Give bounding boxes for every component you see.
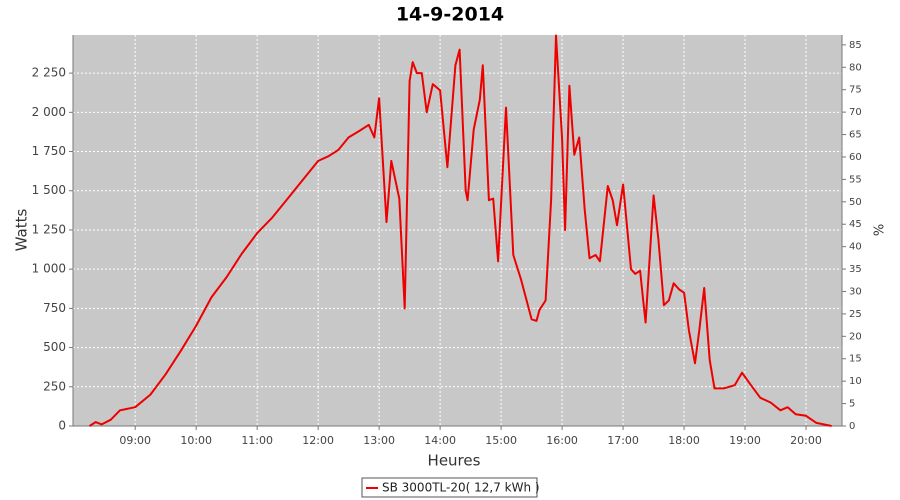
y2-tick-label: 15 — [849, 354, 862, 365]
y-tick-label: 2 250 — [32, 66, 66, 80]
y-tick-label: 250 — [43, 379, 66, 393]
y-tick-label: 500 — [43, 340, 66, 354]
x-tick-label: 20:00 — [790, 434, 822, 447]
y2-axis-label: % — [873, 224, 888, 236]
y2-tick-label: 80 — [849, 62, 862, 73]
y2-tick-label: 85 — [849, 40, 862, 51]
y-tick-label: 1 250 — [32, 222, 66, 236]
x-tick-label: 11:00 — [241, 434, 273, 447]
x-tick-label: 15:00 — [485, 434, 517, 447]
y2-tick-label: 55 — [849, 174, 862, 185]
y-tick-label: 1 750 — [32, 144, 66, 158]
legend-box — [361, 477, 538, 498]
x-tick-label: 10:00 — [180, 434, 212, 447]
x-tick-label: 13:00 — [363, 434, 395, 447]
y-tick-label: 750 — [43, 301, 66, 315]
y2-tick-label: 30 — [849, 286, 862, 297]
y-tick-label: 1 500 — [32, 183, 66, 197]
y-tick-label: 2 000 — [32, 105, 66, 119]
y-tick-label: 0 — [58, 419, 66, 433]
y2-tick-label: 70 — [849, 107, 862, 118]
y2-tick-label: 35 — [849, 264, 862, 275]
y2-tick-label: 10 — [849, 376, 862, 387]
y-axis-label: Watts — [13, 209, 31, 252]
plot-area — [73, 35, 842, 426]
x-tick-label: 18:00 — [668, 434, 700, 447]
y2-tick-label: 20 — [849, 331, 862, 342]
x-tick-label: 16:00 — [546, 434, 578, 447]
x-tick-label: 19:00 — [729, 434, 761, 447]
y2-tick-label: 75 — [849, 85, 862, 96]
y2-tick-label: 25 — [849, 309, 862, 320]
y2-tick-label: 65 — [849, 130, 862, 141]
y2-tick-label: 60 — [849, 152, 862, 163]
chart-title: 14-9-2014 — [396, 4, 504, 26]
x-tick-label: 17:00 — [607, 434, 639, 447]
y2-tick-label: 40 — [849, 242, 862, 253]
y2-tick-label: 5 — [849, 399, 855, 410]
y2-tick-label: 0 — [849, 421, 855, 432]
y2-tick-label: 50 — [849, 197, 862, 208]
x-tick-label: 14:00 — [424, 434, 456, 447]
x-tick-label: 12:00 — [302, 434, 334, 447]
series-line — [88, 34, 832, 427]
x-tick-label: 09:00 — [119, 434, 151, 447]
legend-label: SB 3000TL-20( 12,7 kWh ) — [382, 481, 540, 495]
y2-tick-label: 45 — [849, 219, 862, 230]
x-axis-label: Heures — [428, 452, 481, 470]
y-tick-label: 1 000 — [32, 262, 66, 276]
